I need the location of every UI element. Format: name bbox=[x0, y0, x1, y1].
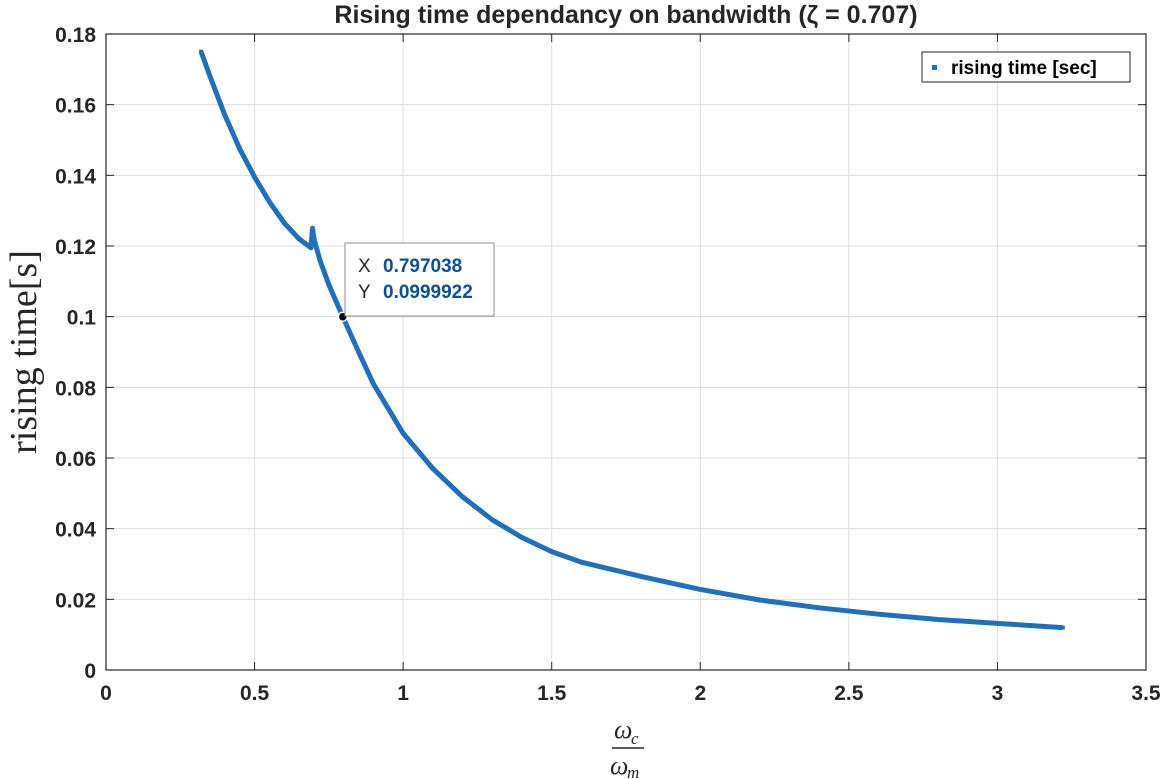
legend-label: rising time [sec] bbox=[951, 58, 1097, 79]
data-point bbox=[401, 431, 406, 436]
data-point bbox=[356, 350, 361, 354]
data-point bbox=[371, 381, 376, 386]
x-axis-label: ω c ω m bbox=[610, 715, 644, 779]
series-line bbox=[198, 50, 1063, 631]
x-tick-label: 0 bbox=[100, 682, 112, 705]
y-tick-label: 0.1 bbox=[67, 307, 97, 330]
x-label-denominator: ω bbox=[610, 751, 628, 779]
datatip[interactable]: X 0.797038 Y 0.0999922 bbox=[337, 242, 495, 322]
legend[interactable]: rising time [sec] bbox=[921, 51, 1131, 83]
data-point bbox=[312, 236, 316, 241]
y-tick-label: 0.02 bbox=[55, 589, 96, 612]
y-tick-label: 0.14 bbox=[55, 165, 96, 188]
y-tick-label: 0.18 bbox=[55, 24, 96, 47]
datatip-y-label: Y bbox=[358, 282, 371, 303]
y-tick-label: 0.04 bbox=[55, 519, 96, 542]
y-tick-label: 0.06 bbox=[55, 448, 96, 471]
data-point bbox=[490, 517, 495, 522]
y-tick-label: 0 bbox=[84, 660, 96, 683]
x-tick-label: 0.5 bbox=[240, 682, 270, 705]
data-point bbox=[638, 574, 643, 579]
data-point bbox=[520, 535, 524, 540]
data-point bbox=[208, 74, 212, 79]
datatip-y-value: 0.0999922 bbox=[383, 282, 473, 303]
datatip-x-label: X bbox=[358, 256, 371, 277]
data-point bbox=[309, 245, 313, 250]
axis-ticks bbox=[105, 33, 1147, 671]
data-point bbox=[1060, 625, 1065, 630]
x-label-numerator-sub: c bbox=[631, 729, 639, 748]
data-point bbox=[549, 549, 554, 554]
plot-area[interactable] bbox=[106, 34, 1146, 670]
data-point bbox=[267, 199, 272, 204]
data-point bbox=[297, 236, 302, 241]
legend-box bbox=[921, 51, 1131, 83]
x-label-denominator-sub: m bbox=[627, 763, 639, 779]
y-tick-labels: 0 0.02 0.04 0.06 0.08 0.1 0.12 0.14 0.16 0.18 bbox=[55, 24, 96, 683]
x-tick-labels: 0 0.5 1 1.5 2 2.5 3 3.5 bbox=[100, 682, 1161, 705]
data-point bbox=[936, 617, 940, 622]
y-tick-label: 0.08 bbox=[55, 377, 96, 400]
x-tick-label: 3.5 bbox=[1131, 682, 1161, 705]
y-axis-label: rising time[s] bbox=[3, 250, 45, 454]
x-label-numerator: ω bbox=[614, 715, 632, 744]
data-point bbox=[282, 221, 287, 225]
series-rising-time bbox=[198, 49, 1065, 631]
data-point bbox=[460, 494, 465, 499]
data-point bbox=[876, 612, 881, 617]
data-point bbox=[326, 282, 331, 287]
data-point bbox=[310, 226, 315, 231]
axes-box bbox=[105, 33, 1147, 671]
data-point bbox=[430, 466, 435, 471]
datatip-box bbox=[344, 242, 495, 317]
data-point bbox=[252, 175, 257, 180]
data-point bbox=[579, 560, 584, 565]
y-tick-label: 0.16 bbox=[55, 95, 96, 118]
datatip-x-value: 0.797038 bbox=[383, 256, 462, 277]
data-point bbox=[698, 587, 703, 592]
legend-marker bbox=[932, 65, 937, 70]
chart-title: Rising time dependancy on bandwidth (ζ =… bbox=[334, 1, 917, 29]
x-tick-label: 1.5 bbox=[537, 682, 567, 705]
grid bbox=[106, 34, 1146, 670]
data-point bbox=[237, 146, 242, 151]
x-tick-label: 2 bbox=[694, 682, 706, 705]
data-point bbox=[1054, 625, 1059, 630]
x-tick-label: 1 bbox=[397, 682, 409, 705]
data-point bbox=[817, 605, 822, 610]
data-point bbox=[222, 113, 227, 118]
x-tick-label: 3 bbox=[992, 682, 1004, 705]
data-point bbox=[199, 49, 204, 54]
data-point bbox=[317, 258, 322, 263]
y-tick-label: 0.12 bbox=[55, 236, 96, 259]
data-point bbox=[757, 598, 762, 602]
x-tick-label: 2.5 bbox=[834, 682, 864, 705]
data-point bbox=[995, 621, 1000, 626]
